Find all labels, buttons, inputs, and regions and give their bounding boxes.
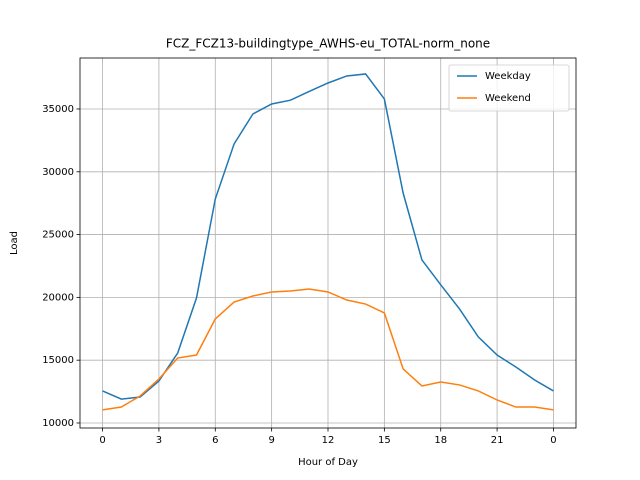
data-line: [102, 288, 554, 411]
y-tick-label: 35000: [42, 104, 74, 115]
y-axis-label: Load: [9, 231, 20, 255]
y-tick-label: 25000: [42, 230, 74, 241]
y-tick-label: 30000: [42, 167, 74, 178]
legend-label: Weekday: [485, 71, 531, 82]
y-tick-label: 20000: [42, 292, 74, 303]
legend-label: Weekend: [485, 93, 531, 104]
y-tick-label: 10000: [42, 418, 74, 429]
y-tick-label: 15000: [42, 355, 74, 366]
x-tick-label: 15: [378, 435, 391, 446]
x-axis-label: Hour of Day: [298, 457, 358, 468]
x-tick-label: 21: [491, 435, 504, 446]
x-tick-label: 3: [156, 435, 162, 446]
x-tick-label: 18: [434, 435, 447, 446]
legend-box: [448, 64, 570, 112]
x-tick-label: 9: [268, 435, 274, 446]
x-tick-label: 0: [99, 435, 105, 446]
x-tick-label: 12: [322, 435, 335, 446]
axes-frame: [79, 57, 577, 429]
x-tick-label: 0: [550, 435, 556, 446]
chart-title: FCZ_FCZ13-buildingtype_AWHS-eu_TOTAL-nor…: [166, 37, 490, 51]
x-tick-label: 6: [212, 435, 218, 446]
data-line: [102, 73, 554, 400]
